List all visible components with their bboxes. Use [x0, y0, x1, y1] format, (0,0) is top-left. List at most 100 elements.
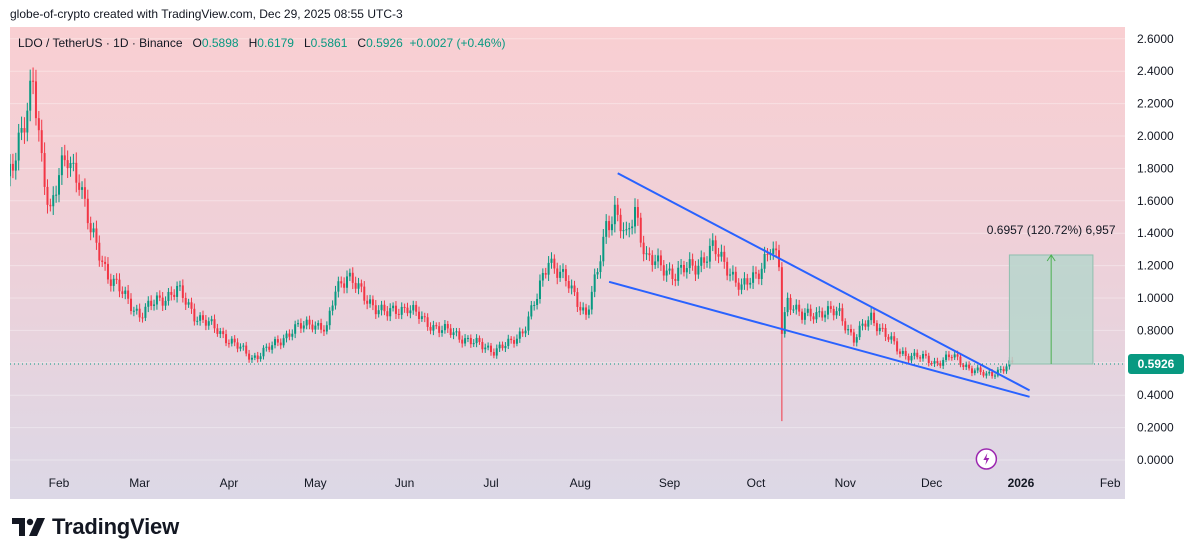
candle-up	[706, 261, 708, 263]
candle-up	[815, 312, 818, 320]
candle-down	[916, 352, 919, 358]
candle-down	[962, 364, 965, 368]
candle-up	[69, 163, 72, 169]
candle-up	[291, 333, 294, 337]
candle-down	[521, 331, 524, 334]
close-value: 0.5926	[366, 36, 403, 50]
price-scale[interactable]	[1125, 27, 1188, 499]
candle-down	[435, 325, 438, 327]
candle-down	[204, 319, 207, 326]
candle-down	[812, 316, 815, 320]
wedge-upper-trendline	[617, 172, 1031, 392]
candle-up	[665, 270, 668, 276]
candle-up	[164, 300, 167, 306]
candle-down	[202, 315, 204, 320]
price-chart[interactable]: 2.6000 2.4000 2.2000 2.0000 1.8000 1.6000 1.40…	[10, 27, 1188, 499]
candle-down	[75, 162, 78, 183]
x-tick-label: Apr	[220, 476, 239, 490]
chart-frame[interactable]: 2.6000 2.4000 2.2000 2.0000 1.8000 1.6000 1.40…	[10, 27, 1188, 499]
candle-up	[720, 251, 723, 257]
x-tick-label: May	[304, 476, 327, 490]
candle-down	[924, 353, 927, 356]
candle-up	[328, 310, 331, 326]
candle-down	[299, 323, 302, 329]
candle-up	[464, 338, 467, 344]
candle-down	[104, 261, 107, 264]
candle-up	[58, 175, 60, 195]
candle-up	[587, 309, 590, 315]
candle-up	[239, 346, 242, 349]
tradingview-logo[interactable]: TradingView	[12, 514, 179, 540]
candle-up	[147, 300, 150, 307]
candle-up	[26, 110, 29, 133]
x-tick-label: 2026	[1008, 476, 1035, 490]
candle-down	[734, 271, 737, 283]
candle-down	[896, 341, 899, 352]
candle-down	[458, 331, 461, 340]
candle-down	[63, 155, 66, 161]
candle-down	[101, 260, 104, 262]
candle-down	[553, 258, 556, 269]
candle-down	[616, 204, 619, 215]
candle-down	[403, 306, 406, 308]
candle-down	[363, 286, 366, 301]
candle-down	[887, 336, 890, 340]
high-label: H	[248, 36, 258, 50]
candle-down	[248, 353, 251, 360]
candle-up	[389, 308, 392, 317]
candle-up	[14, 160, 17, 171]
candle-down	[233, 338, 236, 343]
candle-up	[668, 268, 671, 271]
candle-up	[628, 228, 631, 230]
candle-up	[858, 325, 861, 338]
ohlc-legend: LDO / TetherUS · 1D · Binance O0.5898 H0…	[18, 36, 506, 50]
candle-up	[52, 195, 55, 207]
candle-down	[184, 297, 187, 305]
candle-up	[806, 308, 809, 313]
low-value: 0.5861	[310, 36, 348, 50]
candle-up	[976, 367, 979, 371]
candle-up	[487, 345, 490, 348]
candle-up	[259, 356, 262, 360]
candle-up	[518, 331, 521, 339]
candle-down	[544, 273, 547, 275]
x-tick-label: Sep	[659, 476, 681, 490]
candle-down	[86, 198, 89, 224]
candle-down	[340, 281, 343, 284]
candle-down	[501, 344, 504, 349]
y-tick-label: 0.8000	[1137, 323, 1174, 337]
candle-down	[279, 342, 282, 346]
candle-down	[930, 363, 933, 365]
candle-up	[271, 345, 274, 350]
candle-down	[320, 323, 323, 330]
candle-up	[400, 306, 403, 315]
candle-up	[541, 273, 544, 281]
y-tick-label: 1.4000	[1137, 226, 1174, 240]
chart-header: globe-of-crypto created with TradingView…	[10, 7, 403, 21]
x-tick-label: Oct	[747, 476, 766, 490]
candle-down	[982, 372, 985, 376]
candle-up	[196, 320, 199, 322]
candle-up	[527, 316, 530, 331]
candle-up	[274, 339, 276, 346]
candle-down	[308, 319, 311, 325]
candle-down	[852, 332, 855, 343]
candle-up	[743, 278, 746, 285]
candle-up	[455, 331, 458, 333]
candle-up	[973, 370, 976, 374]
candle-down	[423, 316, 426, 318]
candle-up	[538, 280, 541, 299]
candle-up	[786, 297, 789, 313]
candle-down	[32, 80, 35, 82]
candle-up	[835, 311, 838, 316]
candle-down	[322, 329, 325, 332]
candle-down	[158, 295, 161, 298]
candle-down	[213, 319, 216, 329]
candle-down	[181, 285, 184, 298]
candle-down	[757, 273, 760, 279]
candle-down	[469, 337, 472, 345]
candle-up	[596, 272, 599, 275]
candle-up	[302, 325, 305, 329]
candle-down	[268, 346, 271, 350]
candle-down	[343, 283, 346, 288]
